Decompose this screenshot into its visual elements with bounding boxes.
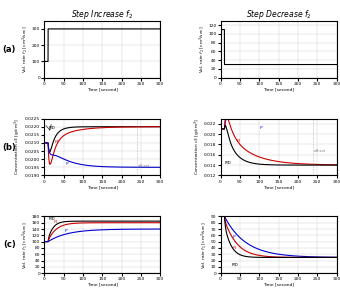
Text: PID: PID	[232, 263, 238, 267]
Text: $P$: $P$	[232, 233, 237, 241]
Text: PID: PID	[49, 126, 55, 130]
Text: $P$: $P$	[66, 160, 70, 167]
Text: (c): (c)	[3, 240, 16, 249]
X-axis label: Time [second]: Time [second]	[87, 185, 118, 189]
Title: Step Increase $f_2$: Step Increase $f_2$	[71, 8, 133, 21]
Text: (a): (a)	[3, 45, 16, 54]
Text: PID: PID	[49, 217, 55, 221]
X-axis label: Time [second]: Time [second]	[263, 87, 294, 91]
Title: Step Decrease $f_2$: Step Decrease $f_2$	[246, 8, 311, 21]
Y-axis label: Vol. rate $f_2$ [cm$^3$/sec]: Vol. rate $f_2$ [cm$^3$/sec]	[197, 26, 207, 73]
Text: off-set: off-set	[314, 149, 326, 153]
Y-axis label: Concentration $c3$ [g/cm$^3$]: Concentration $c3$ [g/cm$^3$]	[192, 119, 203, 176]
X-axis label: Time [second]: Time [second]	[87, 283, 118, 287]
Text: $P$: $P$	[259, 124, 264, 131]
X-axis label: Time [second]: Time [second]	[87, 87, 118, 91]
Text: $PI$: $PI$	[54, 138, 59, 145]
Y-axis label: Concentration $c3$ [g/cm$^3$]: Concentration $c3$ [g/cm$^3$]	[13, 119, 23, 176]
Text: $PI$: $PI$	[232, 244, 238, 251]
Y-axis label: Vol. rate $f_1$ [cm$^3$/sec]: Vol. rate $f_1$ [cm$^3$/sec]	[21, 221, 30, 268]
Y-axis label: Vol. rate $f_2$ [cm$^3$/sec]: Vol. rate $f_2$ [cm$^3$/sec]	[21, 26, 30, 73]
Text: (b): (b)	[2, 143, 16, 151]
X-axis label: Time [second]: Time [second]	[263, 185, 294, 189]
Text: off-set: off-set	[138, 164, 150, 168]
Text: PID: PID	[224, 161, 231, 165]
X-axis label: Time [second]: Time [second]	[263, 283, 294, 287]
Y-axis label: Vol. rate $f_1$ [cm$^3$/sec]: Vol. rate $f_1$ [cm$^3$/sec]	[200, 221, 209, 268]
Text: $P$: $P$	[64, 227, 68, 234]
Text: $PI$: $PI$	[236, 137, 242, 144]
Text: $PI$: $PI$	[53, 218, 58, 225]
